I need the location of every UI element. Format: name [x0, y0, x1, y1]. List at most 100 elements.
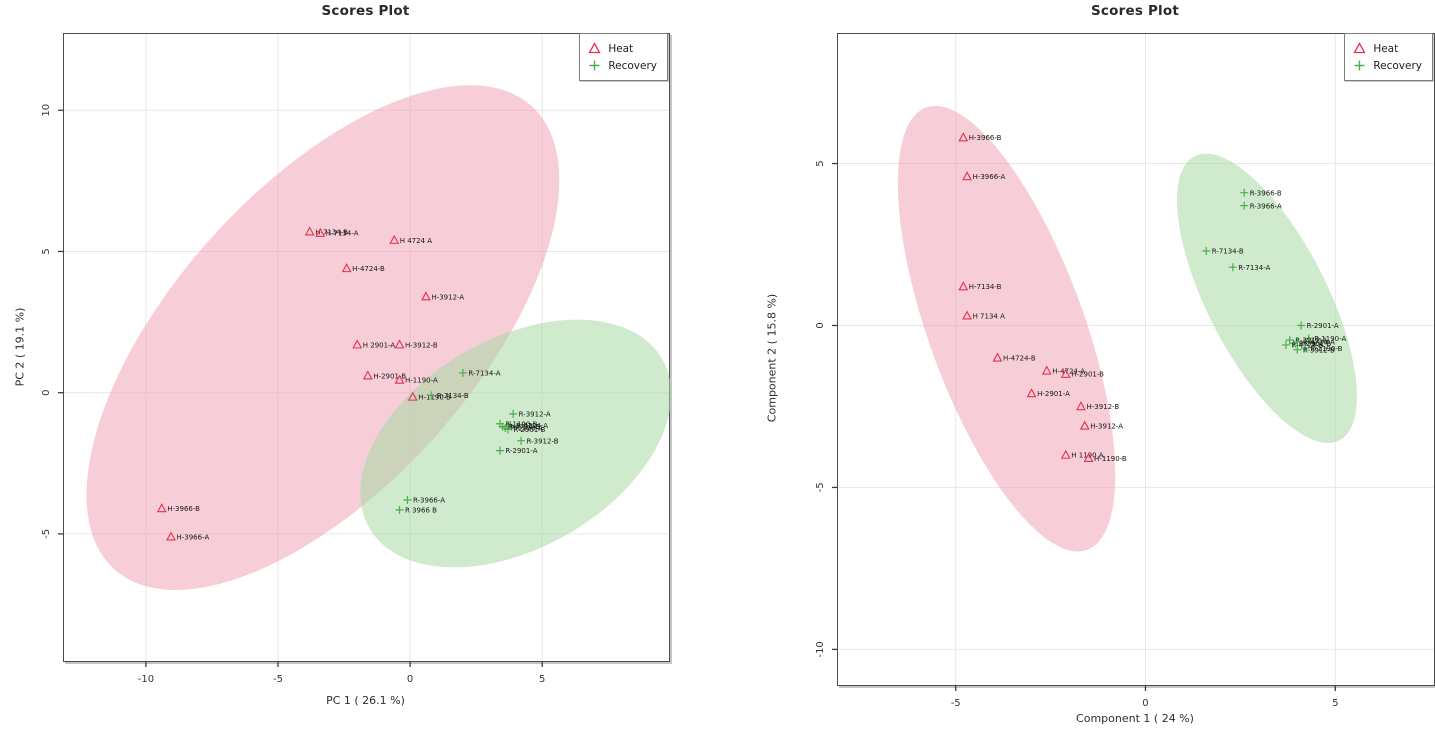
data-point-label: R-7134-B [437, 392, 469, 400]
confidence-ellipse-recovery [1177, 153, 1357, 443]
data-point-marker [958, 281, 969, 291]
data-point-marker [304, 226, 315, 236]
data-point-label: R-1190-A [511, 425, 543, 433]
data-point-marker [1041, 365, 1052, 375]
y-tick-label: -10 [815, 641, 826, 657]
x-axis-label: Component 1 ( 24 %) [1076, 712, 1194, 725]
data-point-label: H-1190-A [405, 377, 438, 385]
heat-triangle-icon [588, 42, 601, 55]
confidence-ellipse-recovery [360, 319, 672, 568]
data-point-label: R 3966 B [405, 506, 437, 514]
data-point-marker [1289, 339, 1298, 348]
legend-label: Heat [1373, 42, 1399, 55]
heat-triangle-icon [1353, 42, 1366, 55]
y-axis-label: PC 2 ( 19.1 %) [13, 307, 27, 387]
data-point-marker [1297, 321, 1306, 330]
y-tick-label: 5 [815, 160, 826, 166]
data-point-label: R-2901-B [1299, 340, 1331, 348]
pca-scores-plot: Scores Plot H-7134-B H-7134-A H 4724 A H-47… [13, 3, 672, 707]
data-point-label: R-4724-A [1303, 338, 1335, 346]
recovery-plus-icon [1353, 59, 1366, 72]
data-point-marker [992, 352, 1003, 362]
data-point-marker [421, 291, 431, 301]
data-point-marker [962, 171, 972, 181]
plus-glyph [589, 60, 600, 71]
y-tick-label: 5 [41, 248, 52, 254]
data-point-marker [506, 421, 515, 430]
data-point-label: R-4724-A [516, 422, 548, 430]
data-point-marker [1228, 263, 1237, 272]
data-point-label: H-3966-B [167, 505, 200, 513]
y-tick-label: 0 [815, 322, 826, 328]
triangle-glyph [588, 42, 601, 54]
data-point-label: H-4724-B [352, 265, 385, 273]
data-point-label: R-1190-A [1314, 335, 1346, 343]
x-tick-label: 5 [539, 674, 545, 685]
data-point-label: H-1190-B [1094, 455, 1127, 463]
data-point-marker [1293, 337, 1302, 346]
data-point-marker [394, 339, 405, 349]
data-point-label: R-3912-A [1295, 337, 1327, 345]
legend-item-recovery: Recovery [588, 57, 657, 74]
data-point-label: R-2901-A [505, 447, 537, 455]
data-point-label: R-3966-A [1250, 202, 1282, 210]
legend-item-recovery: Recovery [1353, 57, 1422, 74]
chart-title: Scores Plot [321, 3, 410, 19]
data-point-marker [517, 436, 526, 445]
data-point-label: R-3912-B [527, 437, 559, 445]
data-point-marker [503, 425, 512, 434]
data-point-label: H 2901-A [363, 341, 396, 349]
data-point-label: H-3912-A [1090, 422, 1123, 430]
data-point-label: R-3966-A [413, 497, 445, 505]
chart-title: Scores Plot [1091, 3, 1179, 19]
data-point-marker [1083, 452, 1094, 463]
data-point-label: H-2901-B [1071, 371, 1104, 379]
data-point-marker [1240, 188, 1249, 197]
data-point-label: H-4724-B [1003, 354, 1036, 362]
data-point-marker [394, 374, 405, 384]
plot-area: H-7134-B H-7134-A H 4724 A H-4724-B H-3912-A… [41, 33, 672, 685]
data-point-label: H-7134-A [326, 230, 359, 238]
data-point-marker [1076, 401, 1086, 411]
data-point-label: H-3912-B [1086, 403, 1119, 411]
data-point-label: R-7134-A [468, 370, 500, 378]
recovery-plus-icon [588, 59, 601, 72]
data-point-marker [1026, 388, 1037, 398]
data-point-marker [1281, 340, 1290, 349]
data-point-label: R-7134-A [1238, 264, 1270, 272]
legend: Heat Recovery [1344, 33, 1433, 81]
data-point-label: H 7134 A [973, 312, 1006, 320]
data-point-marker [498, 422, 507, 431]
x-tick-label: -5 [273, 674, 283, 685]
x-tick-label: -5 [951, 698, 961, 709]
data-point-marker [407, 391, 418, 401]
data-point-marker [1293, 345, 1302, 354]
data-point-label: H-1190-B [418, 394, 451, 402]
data-point-marker [1240, 201, 1249, 210]
data-point-marker [958, 132, 969, 142]
data-point-label: H-3966-B [969, 134, 1002, 142]
data-point-label: H-2901-A [1037, 390, 1070, 398]
legend-label: Recovery [1373, 59, 1422, 72]
confidence-ellipse-heat [86, 85, 560, 591]
x-tick-label: 0 [407, 674, 413, 685]
data-point-label: R-2901-B [513, 426, 545, 434]
data-point-marker [1300, 344, 1309, 353]
data-point-marker [962, 310, 972, 320]
plus-glyph [1354, 60, 1365, 71]
data-point-label: R-4724-B [508, 423, 540, 431]
data-point-marker [1079, 420, 1090, 430]
data-point-marker [156, 503, 167, 513]
data-point-marker [395, 505, 404, 514]
data-point-label: R-3912-A [519, 410, 551, 418]
data-point-marker [495, 446, 504, 455]
plot-canvas: H-3966-B H-3966-A H-7134-B H 7134 A H-4724-B… [815, 34, 1434, 709]
legend-label: Recovery [608, 59, 657, 72]
data-point-label: R-4724-B [1291, 342, 1323, 350]
data-point-label: R-3966-B [1250, 189, 1282, 197]
data-point-label: R-1190-B [1310, 345, 1342, 353]
data-point-label: R-1190-B [505, 420, 537, 428]
data-point-label: R-2901-A [1307, 322, 1339, 330]
data-point-label: H 4724 A [400, 237, 433, 245]
